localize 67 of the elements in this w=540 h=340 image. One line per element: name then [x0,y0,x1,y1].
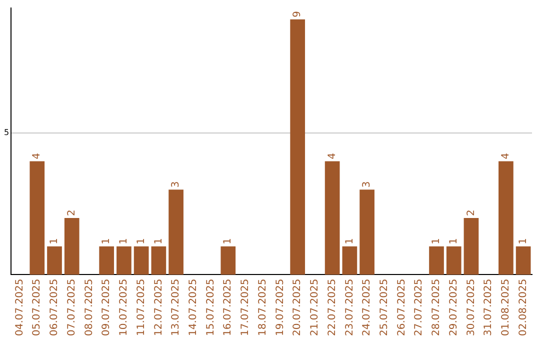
x-tick-label: 25.07.2025 [379,278,390,336]
x-tick-label: 05.07.2025 [32,278,43,336]
x-tick-label: 21.07.2025 [310,278,321,336]
bar [464,218,479,275]
data-label: 1 [448,238,460,244]
bar [516,246,531,275]
x-tick-label: 22.07.2025 [326,278,338,336]
data-label: 1 [136,238,147,244]
data-label: 2 [66,210,78,216]
x-tick-label: 09.07.2025 [101,278,112,336]
bar [290,19,306,275]
x-tick-label: 06.07.2025 [49,278,60,336]
x-tick-label: 11.07.2025 [136,278,147,336]
bar [30,161,45,275]
x-tick-label: 28.07.2025 [431,278,442,336]
bar [134,246,149,275]
data-label: 1 [344,238,356,244]
bar [324,161,340,275]
x-tick-label: 14.07.2025 [188,278,199,336]
x-tick-label: 12.07.2025 [153,278,164,336]
bar [498,161,514,275]
x-tick-label: 02.08.2025 [518,278,529,336]
data-label: 1 [431,238,442,244]
x-tick-label: 16.07.2025 [222,278,234,336]
bar [342,246,358,275]
x-tick-label: 24.07.2025 [362,278,373,336]
x-tick-label: 13.07.2025 [170,278,182,336]
data-label: 3 [362,181,373,188]
x-tick-label: 19.07.2025 [274,278,286,336]
bar [151,246,166,275]
x-tick-label: 27.07.2025 [414,278,425,336]
data-label: 9 [292,10,304,18]
bar [116,246,132,275]
bar [429,246,444,275]
x-tick-label: 18.07.2025 [257,278,268,336]
bar [99,246,114,275]
x-tick-label: 20.07.2025 [292,278,304,336]
x-tick-label: 31.07.2025 [483,278,494,336]
data-label: 4 [500,152,512,160]
x-tick-label: 26.07.2025 [396,278,408,336]
data-label: 1 [153,238,164,244]
x-tick-label: 30.07.2025 [466,278,477,336]
x-tick-label: 04.07.2025 [14,278,26,336]
data-label: 1 [222,238,234,244]
x-tick-label: 29.07.2025 [448,278,460,336]
data-label: 1 [49,238,60,244]
x-tick-label: 08.07.2025 [84,278,95,336]
data-label: 2 [466,210,477,216]
x-tick-label: 07.07.2025 [66,278,78,336]
bar [446,246,462,275]
y-tick-label: 5 [4,128,10,137]
data-label: 4 [32,152,43,160]
bar [47,246,62,275]
bar [64,218,80,275]
x-tick-label: 01.08.2025 [500,278,512,336]
x-tick-label: 17.07.2025 [240,278,252,336]
bar [220,246,236,275]
data-label: 1 [518,238,529,244]
x-tick-label: 10.07.2025 [118,278,130,336]
data-label: 1 [118,238,130,244]
x-tick-label: 23.07.2025 [344,278,356,336]
data-label: 1 [101,238,112,244]
bar [168,190,184,275]
data-label: 3 [170,181,182,188]
bar [360,190,374,275]
data-label: 4 [326,152,338,160]
x-tick-label: 15.07.2025 [205,278,216,336]
